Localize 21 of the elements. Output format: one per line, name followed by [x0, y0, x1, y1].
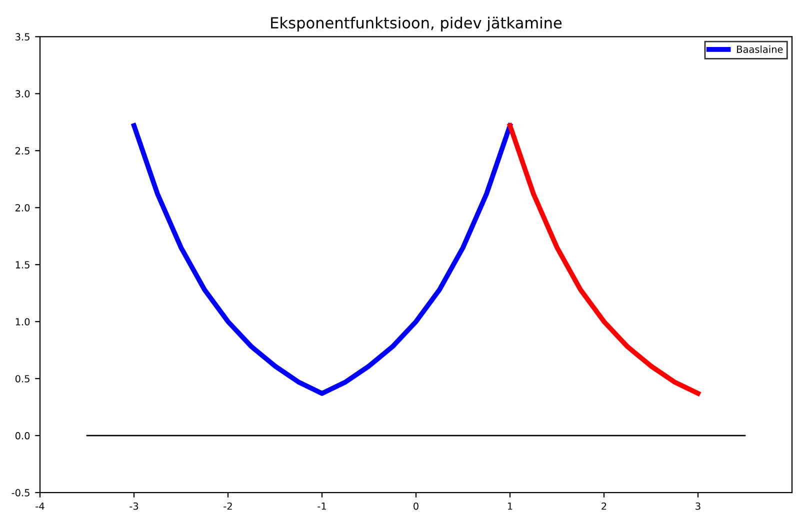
y-tick-label: 3.5	[16, 33, 30, 41]
y-tick-label: -0.5	[12, 489, 30, 496]
x-tick-label: -3	[130, 502, 138, 510]
chart-title: Eksponentfunktsioon, pidev jätkamine	[271, 16, 562, 32]
x-tick-label: -1	[318, 502, 326, 510]
line-series	[132, 123, 512, 396]
x-tick-label: 2	[602, 502, 606, 510]
y-tick-label: 3.0	[16, 90, 30, 98]
y-tick-label: 2.0	[16, 204, 30, 212]
x-tick-label: 0	[414, 502, 418, 510]
y-tick-label: 2.5	[16, 147, 30, 154]
x-tick-label: -4	[36, 502, 44, 510]
x-tick-label: -2	[224, 502, 232, 510]
line-series	[508, 123, 700, 396]
x-tick-label: 3	[696, 502, 700, 510]
y-tick-label: 0.5	[15, 375, 30, 382]
y-tick-label: 0.0	[15, 432, 30, 440]
x-tick-label: 1	[508, 502, 512, 510]
y-tick-label: 1.5	[16, 261, 30, 268]
y-tick-label: 1.0	[16, 318, 30, 326]
legend-label: Baaslaine	[737, 45, 783, 53]
